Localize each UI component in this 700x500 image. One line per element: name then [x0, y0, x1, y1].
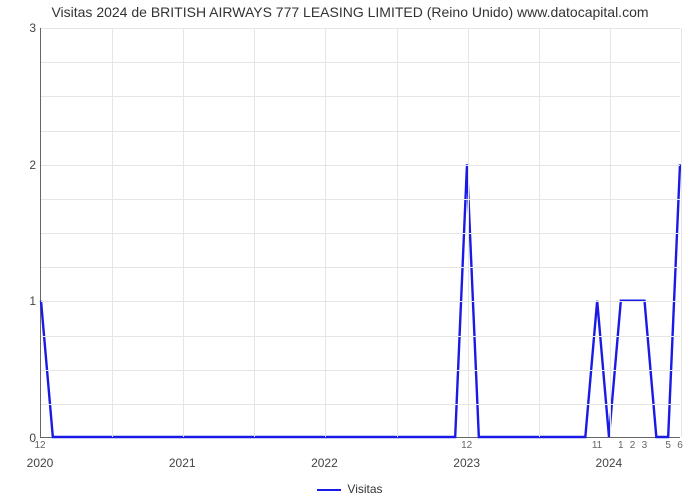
gridline-h: [41, 131, 680, 132]
gridline-v: [112, 28, 113, 437]
gridline-v: [539, 28, 540, 437]
gridline-h: [41, 165, 680, 166]
y-tick-label: 1: [6, 294, 36, 308]
x-minor-label: 12: [34, 440, 45, 451]
x-year-label: 2023: [453, 456, 480, 470]
gridline-h: [41, 96, 680, 97]
gridline-h: [41, 62, 680, 63]
x-minor-label: 3: [642, 440, 648, 451]
legend: Visitas: [0, 482, 700, 496]
x-minor-label: 11: [592, 440, 602, 451]
gridline-h: [41, 301, 680, 302]
gridline-h: [41, 267, 680, 268]
gridline-h: [41, 336, 680, 337]
gridline-h: [41, 28, 680, 29]
gridline-h: [41, 199, 680, 200]
legend-swatch: [317, 489, 341, 491]
chart-title: Visitas 2024 de BRITISH AIRWAYS 777 LEAS…: [0, 4, 700, 20]
gridline-v: [397, 28, 398, 437]
x-minor-label: 12: [461, 440, 472, 451]
gridline-h: [41, 404, 680, 405]
x-year-label: 2021: [169, 456, 196, 470]
x-minor-label: 6: [677, 440, 683, 451]
x-year-label: 2020: [27, 456, 54, 470]
gridline-v: [254, 28, 255, 437]
plot-area: [40, 28, 680, 438]
x-minor-label: 2: [630, 440, 636, 451]
y-tick-label: 2: [6, 158, 36, 172]
gridline-v: [610, 28, 611, 437]
x-year-label: 2022: [311, 456, 338, 470]
x-year-label: 2024: [596, 456, 623, 470]
legend-label: Visitas: [347, 482, 382, 496]
gridline-v: [183, 28, 184, 437]
gridline-v: [468, 28, 469, 437]
visits-chart: Visitas 2024 de BRITISH AIRWAYS 777 LEAS…: [0, 0, 700, 500]
gridline-v: [681, 28, 682, 437]
gridline-h: [41, 370, 680, 371]
gridline-v: [325, 28, 326, 437]
gridline-h: [41, 233, 680, 234]
y-tick-label: 0: [6, 431, 36, 445]
x-minor-label: 1: [618, 440, 624, 451]
y-tick-label: 3: [6, 21, 36, 35]
x-minor-label: 5: [665, 440, 671, 451]
